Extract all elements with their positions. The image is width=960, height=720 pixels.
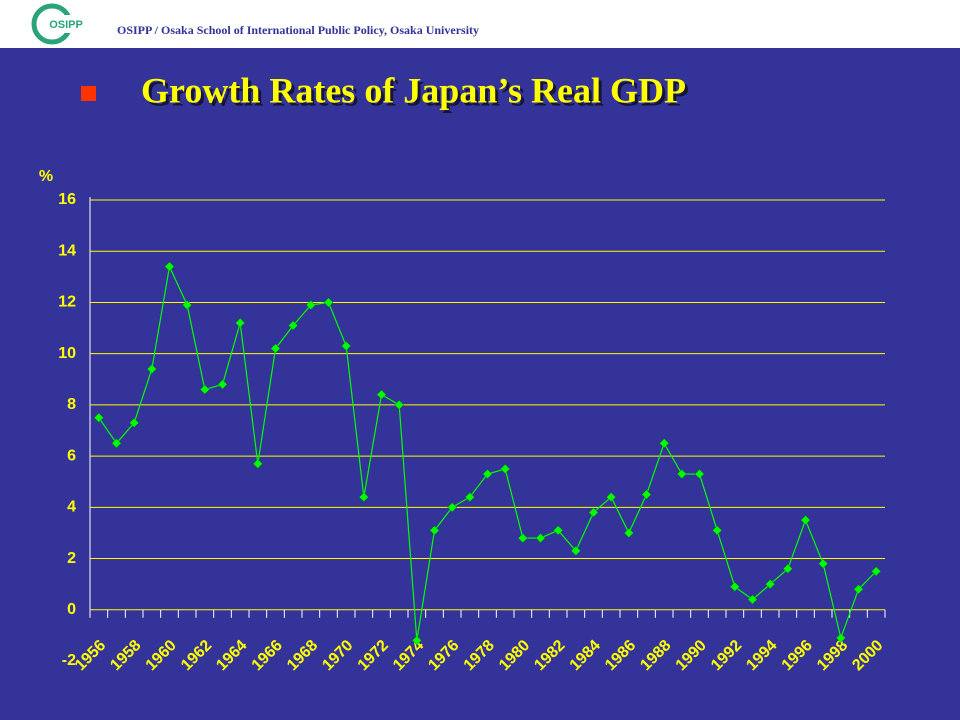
data-point [411,635,422,646]
x-tick-label: 1984 [567,637,604,674]
data-point [146,364,157,374]
data-point [606,492,617,502]
data-point [659,438,670,449]
y-tick-label: 0 [67,601,76,618]
data-point [482,469,493,479]
data-point [694,469,705,479]
x-tick-label: 1998 [814,637,851,674]
x-tick-label: 1972 [355,637,392,674]
x-tick-label: 1956 [72,637,109,674]
y-tick-label: 2 [67,550,76,567]
data-point [129,417,140,428]
data-point [871,566,882,577]
x-tick-label: 1990 [673,637,710,674]
data-point [429,525,440,536]
data-point [535,533,546,543]
bullet [81,86,96,101]
data-point [270,343,281,354]
x-tick-label: 1968 [284,637,321,674]
data-point [394,400,405,410]
data-point [358,492,369,502]
data-point [765,579,776,590]
chart-title: Growth Rates of Japan’s Real GDP [141,70,686,110]
data-point [164,261,175,272]
y-tick-label: 8 [67,396,76,413]
data-point [588,507,599,518]
data-point [782,563,793,574]
data-point [341,341,352,351]
y-tick-label: -2 [62,652,76,669]
y-tick-label: 16 [58,191,76,208]
x-tick-label: 1996 [779,637,816,674]
data-point [235,318,246,328]
x-tick-label: 1986 [602,637,639,674]
data-point [288,320,299,331]
logo-text: OSIPP [49,19,83,31]
data-point [111,438,122,449]
y-tick-label: 10 [58,345,76,362]
y-tick-label: 6 [67,447,76,464]
x-tick-label: 1958 [107,637,144,674]
x-tick-label: 1962 [178,637,215,674]
data-point [747,594,758,605]
y-axis-label: % [39,168,53,185]
data-point [447,502,458,513]
data-point [376,389,387,400]
header-text: OSIPP / Osaka School of International Pu… [117,23,479,37]
data-point [464,492,475,502]
data-point [853,584,864,595]
data-point [800,515,811,525]
data-line [98,264,877,641]
y-tick-label: 14 [58,242,76,259]
x-tick-label: 2000 [849,637,886,674]
data-point [182,300,193,310]
header-bar [0,0,960,48]
y-tick-label: 4 [67,499,76,516]
x-tick-label: 1966 [249,637,286,674]
data-point [553,525,564,536]
logo-bg [44,15,88,33]
data-point [305,300,316,310]
data-point [252,458,263,469]
title-shadow: Growth Rates of Japan’s Real GDP [144,73,689,113]
y-tick-label: 12 [58,294,76,311]
data-point [323,297,334,308]
x-tick-label: 1994 [743,637,780,674]
data-point [199,384,210,395]
data-point [818,558,829,569]
data-point [641,489,652,500]
x-tick-label: 1960 [143,637,180,674]
data-point [570,546,581,556]
data-point [517,533,528,543]
x-tick-label: 1988 [637,637,674,674]
data-point [712,525,723,536]
data-point [729,581,740,592]
x-tick-label: 1992 [708,637,745,674]
data-point [623,528,634,538]
x-tick-label: 1982 [531,637,568,674]
data-point [93,412,104,423]
data-point [500,464,511,474]
x-tick-label: 1964 [213,637,250,674]
x-tick-label: 1978 [461,637,498,674]
data-point [217,379,228,390]
x-tick-label: 1980 [496,637,533,674]
x-tick-label: 1976 [425,637,462,674]
data-point [676,469,687,479]
data-point [835,633,846,643]
x-tick-label: 1974 [390,637,427,674]
x-tick-label: 1970 [319,637,356,674]
